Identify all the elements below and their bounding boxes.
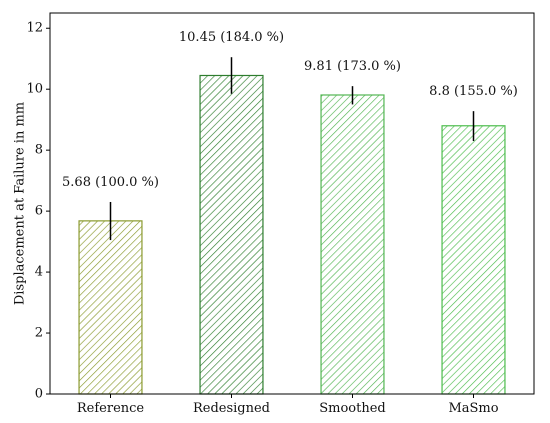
y-axis: 0 2 4 6 8 10 12 <box>26 21 50 402</box>
data-label-masmo: 8.8 (155.0 %) <box>429 84 518 99</box>
data-label-redesigned: 10.45 (184.0 %) <box>179 30 284 45</box>
y-tick-label: 6 <box>35 204 43 219</box>
bars-layer <box>78 74 506 395</box>
y-tick-label: 8 <box>35 143 43 158</box>
error-bars-layer <box>109 57 475 241</box>
x-tick-label: Smoothed <box>319 401 386 416</box>
data-label-smoothed: 9.81 (173.0 %) <box>304 59 401 74</box>
bar-masmo <box>441 125 506 395</box>
data-label-reference: 5.68 (100.0 %) <box>62 175 159 190</box>
bar-redesigned <box>199 74 264 395</box>
plot-frame <box>49 12 535 395</box>
bar-reference <box>78 220 143 395</box>
y-tick-label: 12 <box>26 21 43 36</box>
y-tick-label: 10 <box>26 82 43 97</box>
y-axis-title: Displacement at Failure in mm <box>13 102 28 305</box>
y-tick-label: 0 <box>35 387 43 402</box>
x-tick-label: Reference <box>77 401 145 416</box>
y-tick-label: 2 <box>35 326 43 341</box>
bar-smoothed <box>320 94 385 395</box>
x-axis: Reference Redesigned Smoothed MaSmo <box>77 394 499 416</box>
x-tick-label: Redesigned <box>193 401 270 416</box>
x-tick-label: MaSmo <box>448 401 498 416</box>
y-tick-label: 4 <box>35 265 43 280</box>
data-labels-layer: 5.68 (100.0 %) 10.45 (184.0 %) 9.81 (173.0… <box>62 30 518 190</box>
